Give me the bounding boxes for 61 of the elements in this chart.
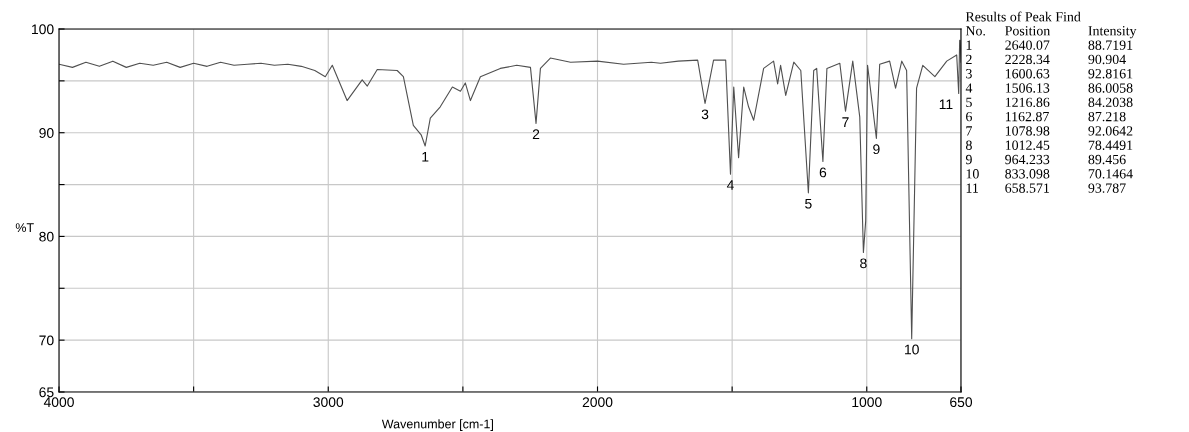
text: 4 xyxy=(965,83,973,93)
y-tick-label: 100 xyxy=(32,24,54,35)
text: 1162.87 xyxy=(1005,111,1049,122)
text: 11 xyxy=(966,183,978,193)
annotation: 5 xyxy=(805,198,812,209)
x-axis-title: Wavenumber [cm-1] xyxy=(381,419,493,431)
text: 8 xyxy=(966,140,972,150)
annotation: 4 xyxy=(726,180,734,190)
text: No. xyxy=(965,26,985,36)
line-series xyxy=(59,39,961,340)
x-tick-label: 650 xyxy=(950,397,973,408)
y-tick-label: 90 xyxy=(39,128,54,138)
text: 70.1464 xyxy=(1088,169,1133,179)
text: Intensity xyxy=(1088,26,1137,39)
y-tick-label: 65 xyxy=(39,387,54,398)
text: 1506.13 xyxy=(1005,83,1050,93)
y-tick-label: 80 xyxy=(39,231,54,242)
x-tick-label: 2000 xyxy=(582,397,613,408)
text: 86.0058 xyxy=(1088,83,1133,93)
x-tick-label: 1000 xyxy=(852,397,882,408)
x-tick-label: 4000 xyxy=(43,397,74,408)
text: 658.571 xyxy=(1005,183,1050,193)
annotation: 9 xyxy=(873,144,880,155)
annotation: 8 xyxy=(860,258,867,269)
annotation: 6 xyxy=(819,167,827,178)
annotation: 7 xyxy=(842,117,849,127)
text: 3 xyxy=(966,69,972,79)
text: 84.2038 xyxy=(1088,97,1133,108)
text: 1600.63 xyxy=(1005,69,1050,79)
text: 833.098 xyxy=(1005,169,1050,179)
text: 2228.34 xyxy=(1005,54,1050,65)
annotation: 10 xyxy=(905,344,919,355)
annotation: 1 xyxy=(422,152,429,162)
text: 92.8161 xyxy=(1088,69,1133,79)
y-axis-title: %T xyxy=(15,223,34,232)
text: 93.787 xyxy=(1088,183,1126,193)
text: 2640.07 xyxy=(1005,40,1050,50)
text: 9 xyxy=(965,154,972,165)
text: 10 xyxy=(966,169,979,179)
x-tick-label: 3000 xyxy=(313,397,344,408)
y-tick-label: 70 xyxy=(39,335,54,346)
text: 5 xyxy=(966,97,972,107)
text: Position xyxy=(1005,26,1051,36)
text: 87.218 xyxy=(1088,111,1126,122)
text: 78.4491 xyxy=(1088,140,1133,150)
text: 89.456 xyxy=(1088,154,1126,165)
annotation: 11 xyxy=(939,99,953,110)
text: 964.233 xyxy=(1005,154,1050,165)
text: 6 xyxy=(966,111,972,122)
text: 90.904 xyxy=(1088,54,1126,65)
text: 92.0642 xyxy=(1088,126,1133,136)
text: 1216.86 xyxy=(1005,97,1050,108)
annotation: 2 xyxy=(532,129,540,139)
text: 2 xyxy=(966,54,972,64)
text: 1 xyxy=(966,40,972,50)
text: Results of Peak Find xyxy=(965,11,1081,22)
text: 88.7191 xyxy=(1088,40,1133,50)
text: 7 xyxy=(966,126,973,136)
text: 1078.98 xyxy=(1005,126,1050,136)
text: 1012.45 xyxy=(1005,140,1050,150)
annotation: 3 xyxy=(701,109,709,120)
